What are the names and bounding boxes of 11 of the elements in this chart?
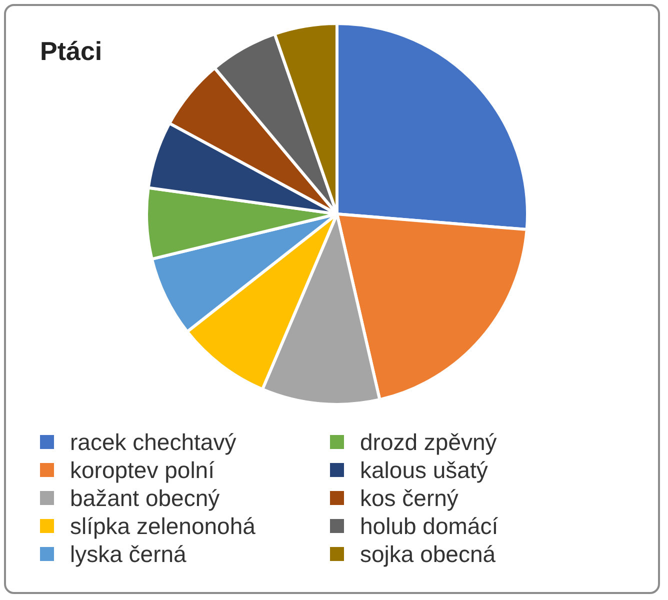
legend-label: lyska černá — [70, 540, 186, 568]
legend-label: kos černý — [360, 484, 458, 512]
legend-label: racek chechtavý — [70, 428, 236, 456]
legend-label: koroptev polní — [70, 456, 214, 484]
legend-label: slípka zelenonohá — [70, 512, 256, 540]
legend-label: bažant obecný — [70, 484, 220, 512]
legend-label: kalous ušatý — [360, 456, 488, 484]
chart-title: Ptáci — [40, 36, 102, 67]
legend-label: sojka obecná — [360, 540, 496, 568]
legend-label: drozd zpěvný — [360, 428, 497, 456]
legend-label: holub domácí — [360, 512, 498, 540]
